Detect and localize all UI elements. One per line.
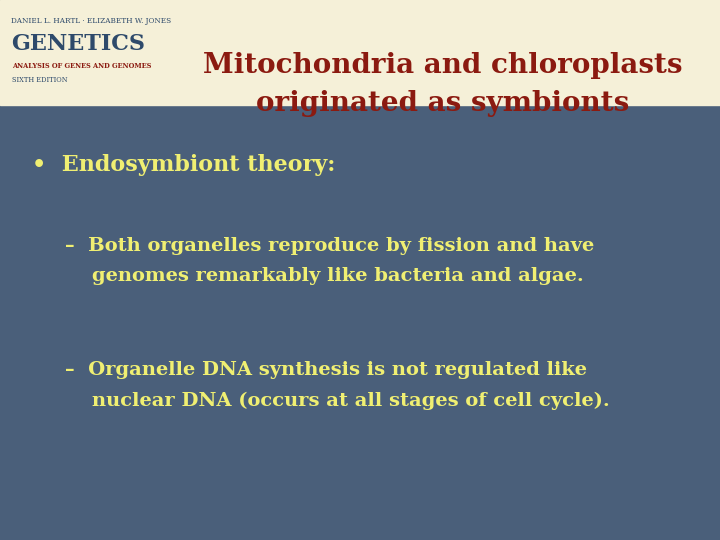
Text: SIXTH EDITION: SIXTH EDITION: [12, 76, 68, 84]
Text: nuclear DNA (occurs at all stages of cell cycle).: nuclear DNA (occurs at all stages of cel…: [65, 392, 610, 410]
Text: –  Organelle DNA synthesis is not regulated like: – Organelle DNA synthesis is not regulat…: [65, 361, 587, 379]
Text: –  Both organelles reproduce by fission and have: – Both organelles reproduce by fission a…: [65, 237, 594, 255]
Text: •  Endosymbiont theory:: • Endosymbiont theory:: [32, 154, 336, 176]
Text: originated as symbionts: originated as symbionts: [256, 90, 629, 117]
Text: ANALYSIS OF GENES AND GENOMES: ANALYSIS OF GENES AND GENOMES: [12, 63, 152, 70]
Text: genomes remarkably like bacteria and algae.: genomes remarkably like bacteria and alg…: [65, 267, 583, 286]
Text: Mitochondria and chloroplasts: Mitochondria and chloroplasts: [203, 52, 683, 79]
Text: GENETICS: GENETICS: [11, 33, 145, 55]
Text: DANIEL L. HARTL · ELIZABETH W. JONES: DANIEL L. HARTL · ELIZABETH W. JONES: [11, 17, 171, 24]
Bar: [0, 0, 720, 105]
